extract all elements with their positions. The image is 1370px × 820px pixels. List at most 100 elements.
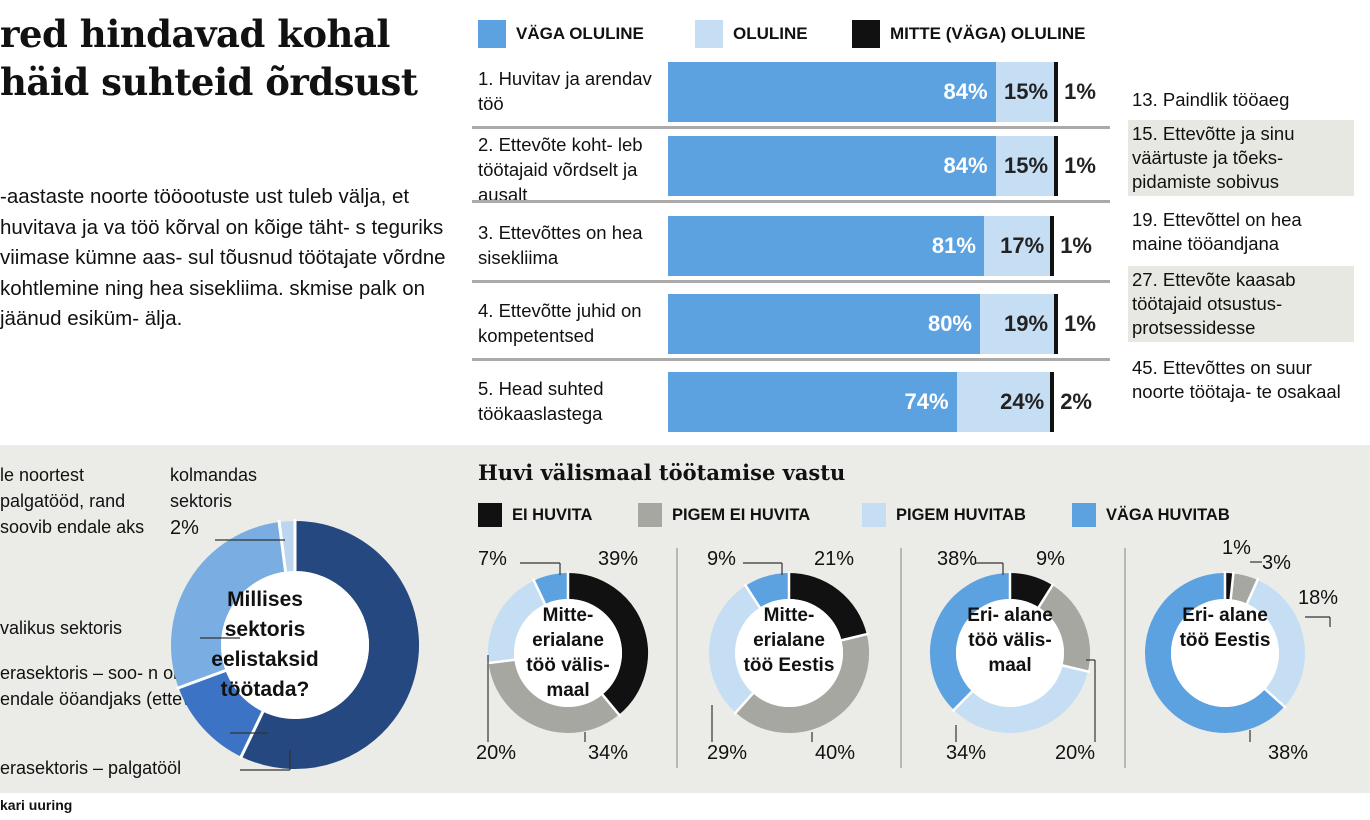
abroad-donut-slice xyxy=(488,580,546,664)
bar-row-label: 4. Ettevõtte juhid on kompetentsed xyxy=(478,300,642,346)
bar-value-label: 1% xyxy=(1060,233,1092,258)
legend-item: VÄGA OLULINE xyxy=(478,20,644,48)
legend-label: MITTE (VÄGA) OLULINE xyxy=(890,24,1086,43)
row-separator xyxy=(472,280,1110,283)
abroad-pct-label: 34% xyxy=(946,742,987,764)
legend-item: OLULINE xyxy=(695,20,808,48)
abroad-donut-hole xyxy=(735,599,843,707)
abroad-chart-title: Huvi välismaal töötamise vastu xyxy=(478,460,846,485)
sector-slice-label: valikus sektoris xyxy=(0,618,123,638)
abroad-pct-label: 34% xyxy=(588,742,629,764)
abroad-pct-label: 7% xyxy=(478,548,507,570)
slice-gap xyxy=(531,578,547,607)
abroad-pct-label: 3% xyxy=(1262,552,1291,574)
abroad-legend-item: PIGEM EI HUVITA xyxy=(638,503,810,527)
bar-value-label: 80% xyxy=(927,311,972,336)
row-separator xyxy=(472,358,1110,361)
abroad-pct-label: 38% xyxy=(937,548,978,570)
bar-segment xyxy=(668,372,957,432)
slice-gap xyxy=(1036,582,1055,610)
bar-segment xyxy=(1050,216,1055,276)
sector-donut-slice xyxy=(279,521,296,572)
abroad-donut-slice xyxy=(953,664,1088,733)
abroad-pct-label: 21% xyxy=(814,548,855,570)
slice-gap xyxy=(176,668,228,690)
abroad-donut-charts xyxy=(486,561,1331,742)
abroad-pct-label: 18% xyxy=(1298,587,1339,609)
abroad-legend-label: PIGEM HUVITAB xyxy=(896,505,1026,524)
legend-swatch xyxy=(852,20,880,48)
bar-value-label: 15% xyxy=(1004,79,1049,104)
slice-gap xyxy=(1229,571,1235,602)
slice-gap xyxy=(1245,577,1260,607)
bar-value-label: 24% xyxy=(1000,389,1045,414)
side-list-item: 13. Paindlik tööaeg xyxy=(1128,86,1354,114)
bar-value-label: 84% xyxy=(943,153,988,178)
abroad-donut-hole xyxy=(1171,599,1279,707)
bar-row-label: 5. Head suhted töökaaslastega xyxy=(478,378,604,424)
bar-segment xyxy=(1054,62,1059,122)
abroad-pct-label: 29% xyxy=(707,742,748,764)
sector-donut-chart xyxy=(171,519,419,771)
abroad-donut-center: Eri- alane töö välis- maal xyxy=(967,605,1053,676)
intro-text: -aastaste noorte tööootuste ust tuleb vä… xyxy=(0,185,446,330)
legend-label: VÄGA OLULINE xyxy=(516,24,644,43)
slice-gap xyxy=(1060,663,1091,674)
side-list-text: 15. Ettevõtte ja sinu väärtuste ja tõeks… xyxy=(1132,123,1295,192)
side-list-text: 19. Ettevõttel on hea maine tööandjana xyxy=(1132,209,1302,254)
abroad-donut-slice xyxy=(567,573,648,715)
abroad-legend-swatch xyxy=(1072,503,1096,527)
divider-2 xyxy=(900,548,902,768)
legend-swatch xyxy=(478,20,506,48)
slice-gap xyxy=(743,583,762,610)
sector-donut-hole xyxy=(221,571,369,719)
bar-segment xyxy=(1054,294,1059,354)
abroad-donut-slice xyxy=(930,573,1011,710)
side-list-text: 45. Ettevõttes on suur noorte töötaja- t… xyxy=(1132,357,1341,402)
slice-gap xyxy=(1262,686,1287,709)
abroad-pct-label: 39% xyxy=(598,548,639,570)
side-list-text: 27. Ettevõte kaasab töötajaid otsustus- … xyxy=(1132,269,1296,338)
abroad-donut-slice xyxy=(533,573,569,605)
abroad-pct-label: 20% xyxy=(476,742,517,764)
slice-gap xyxy=(277,519,288,574)
abroad-donut-center: Mitte- erialane töö välis- maal xyxy=(526,605,610,701)
bar-segment xyxy=(1050,372,1055,432)
side-list-item: 45. Ettevõttes on suur noorte töötaja- t… xyxy=(1128,354,1354,406)
abroad-donut-slice xyxy=(1038,585,1090,672)
slice-gap xyxy=(951,689,975,713)
abroad-legend-swatch xyxy=(638,503,662,527)
abroad-donut-center: Eri- alane töö Eestis xyxy=(1179,605,1271,651)
source-note: kari uuring xyxy=(0,797,73,813)
bar-segment xyxy=(668,62,996,122)
slice-gap xyxy=(733,690,756,715)
row-separator xyxy=(472,126,1110,129)
abroad-donut-slice xyxy=(745,573,790,608)
sector-donut-center: Millises sektoris eelistaksid töötada? xyxy=(211,588,319,701)
abroad-donut-slice xyxy=(1246,579,1305,707)
abroad-legend-label: EI HUVITA xyxy=(512,505,593,524)
bar-segment xyxy=(668,294,980,354)
legend-label: OLULINE xyxy=(733,24,808,43)
bar-segment xyxy=(995,136,1055,196)
legend-item: MITTE (VÄGA) OLULINE xyxy=(852,20,1085,48)
bar-row-label: 2. Ettevõte koht- leb töötajaid võrdselt… xyxy=(478,134,643,205)
slice-gap xyxy=(486,658,517,665)
side-list-text: 13. Paindlik tööaeg xyxy=(1132,89,1290,110)
divider-3 xyxy=(1124,548,1126,768)
abroad-legend-item: VÄGA HUVITAB xyxy=(1072,503,1230,527)
sector-donut-slice xyxy=(171,522,287,688)
bar-value-label: 2% xyxy=(1060,389,1092,414)
bar-segment xyxy=(668,136,996,196)
legend-swatch xyxy=(695,20,723,48)
abroad-legend-label: VÄGA HUVITAB xyxy=(1106,505,1230,524)
slice-gap xyxy=(839,632,869,642)
sector-donut-slice xyxy=(241,521,419,769)
abroad-legend-swatch xyxy=(478,503,502,527)
bar-segment xyxy=(983,216,1051,276)
sector-intro: le noortest palgatööd, rand soovib endal… xyxy=(0,465,145,537)
abroad-legend-label: PIGEM EI HUVITA xyxy=(672,505,811,524)
abroad-donut-slice xyxy=(788,573,867,641)
bar-value-label: 17% xyxy=(1000,233,1045,258)
bar-value-label: 1% xyxy=(1064,153,1096,178)
